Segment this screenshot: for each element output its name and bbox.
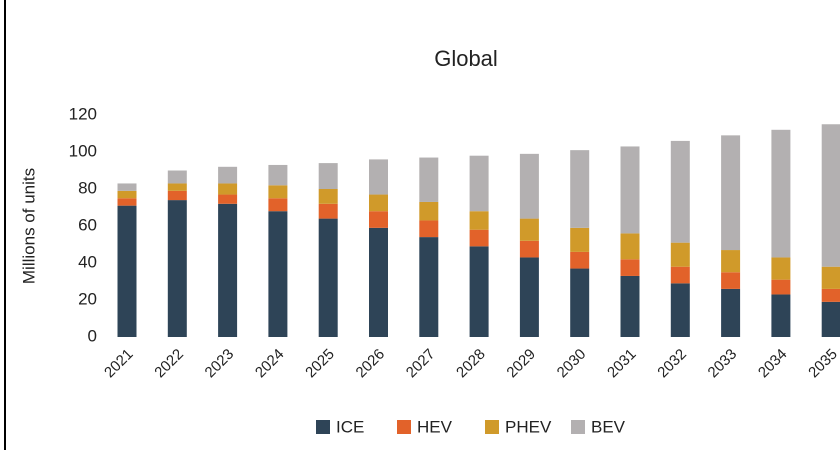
- x-tick-label: 2029: [503, 346, 539, 382]
- legend-label: PHEV: [505, 417, 552, 436]
- x-tick-label: 2034: [755, 346, 791, 382]
- bar-segment: [519, 257, 539, 337]
- bar-segment: [117, 205, 137, 337]
- y-tick-label: 100: [69, 141, 97, 160]
- bar-segment: [620, 259, 640, 276]
- y-tick-label: 40: [78, 252, 97, 271]
- bar-segment: [771, 257, 791, 280]
- y-tick-label: 80: [78, 178, 97, 197]
- x-tick-label: 2026: [353, 346, 389, 382]
- bar-segment: [721, 250, 741, 273]
- bar-segment: [821, 301, 840, 337]
- legend: ICE HEV PHEV BEV: [316, 417, 626, 436]
- bar-segment: [721, 135, 741, 251]
- bar-segment: [268, 198, 288, 212]
- bar-segment: [570, 268, 590, 337]
- bar-segment: [318, 203, 338, 219]
- x-tick-label: 2032: [654, 346, 690, 382]
- bar-segment: [519, 153, 539, 219]
- x-tick-label: 2021: [101, 346, 137, 382]
- x-tick-label: 2023: [202, 346, 238, 382]
- bar-segment: [821, 124, 840, 267]
- bar-segment: [419, 157, 439, 202]
- legend-label: BEV: [591, 417, 626, 436]
- bar-segment: [218, 194, 238, 204]
- bar-segment: [318, 189, 338, 204]
- x-tick-label: 2031: [604, 346, 640, 382]
- bar-segment: [821, 288, 840, 302]
- bar-segment: [167, 190, 187, 201]
- bar-segment: [419, 201, 439, 221]
- legend-label: HEV: [417, 417, 453, 436]
- bar-segment: [620, 233, 640, 260]
- bar-segment: [369, 194, 388, 212]
- bar-segment: [771, 129, 791, 258]
- chart-title: Global: [434, 46, 498, 71]
- bar-segment: [318, 163, 338, 189]
- bar-segment: [369, 227, 388, 337]
- x-tick-label: 2024: [252, 346, 288, 382]
- bar-segment: [167, 183, 187, 191]
- bar-segment: [771, 294, 791, 337]
- bar-segment: [469, 229, 489, 247]
- bar-segment: [469, 211, 489, 230]
- bar-segment: [519, 218, 539, 241]
- bar-segment: [268, 164, 288, 186]
- bar-segment: [519, 240, 539, 258]
- bar-segment: [117, 198, 137, 206]
- legend-swatch: [485, 420, 499, 434]
- bar-segment: [469, 246, 489, 337]
- bar-segment: [167, 200, 187, 337]
- x-tick-label: 2033: [705, 346, 741, 382]
- bar-segment: [117, 183, 137, 191]
- bar-segment: [771, 279, 791, 295]
- y-tick-label: 60: [78, 215, 97, 234]
- bar-segment: [570, 227, 590, 252]
- legend-swatch: [571, 420, 585, 434]
- bar-segment: [469, 155, 489, 212]
- x-tick-label: 2030: [554, 346, 590, 382]
- bar-segment: [419, 237, 439, 337]
- bar-segment: [570, 150, 590, 228]
- bar-segment: [218, 166, 238, 184]
- legend-swatch: [316, 420, 330, 434]
- bar-segment: [218, 183, 238, 195]
- bar-segment: [670, 283, 690, 337]
- bar-segment: [268, 211, 288, 337]
- bar-segment: [670, 242, 690, 267]
- y-tick-label: 0: [88, 326, 97, 345]
- bar-segment: [721, 288, 741, 337]
- bar-segment: [419, 220, 439, 238]
- bar-segment: [369, 159, 388, 195]
- bar-segment: [721, 272, 741, 289]
- bar-segment: [570, 251, 590, 269]
- bar-segment: [620, 146, 640, 234]
- bar-segment: [821, 266, 840, 289]
- bar-segment: [670, 140, 690, 243]
- x-tick-label: 2028: [453, 346, 489, 382]
- legend-swatch: [397, 420, 411, 434]
- x-tick-label: 2022: [151, 346, 187, 382]
- y-axis-label: Millions of units: [19, 168, 38, 284]
- bar-segment: [369, 211, 388, 228]
- x-tick-label: 2027: [403, 346, 439, 382]
- bar-segment: [117, 190, 137, 199]
- y-tick-label: 20: [78, 289, 97, 308]
- y-tick-label: 120: [69, 104, 97, 123]
- x-tick-label: 2025: [302, 346, 338, 382]
- bar-segment: [318, 218, 338, 337]
- legend-label: ICE: [336, 417, 364, 436]
- bar-segment: [167, 170, 187, 184]
- bar-segment: [268, 185, 288, 199]
- bar-segment: [670, 266, 690, 284]
- bar-segment: [620, 275, 640, 337]
- x-tick-label: 2035: [805, 346, 840, 382]
- bar-segment: [218, 203, 238, 337]
